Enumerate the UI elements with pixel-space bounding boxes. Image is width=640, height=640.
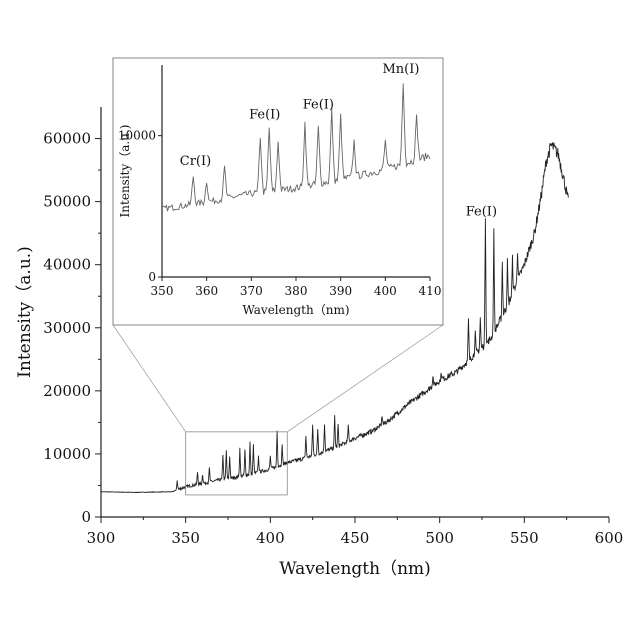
inset-x-axis-title: Wavelength（nm)	[242, 303, 349, 317]
inset-plot: Wavelength（nm) Intensity（a.u.) 350 360 370…	[112, 57, 444, 326]
spectrum-line	[100, 142, 569, 494]
zoom-guide-left	[112, 324, 186, 433]
inset-spectrum-line	[161, 83, 431, 212]
inset-peak-annotation: Mn(I)	[382, 62, 419, 77]
main-plot: Wavelength（nm) Intensity（a.u.) 300 350 400…	[15, 107, 623, 579]
y-tick-label: 20000	[43, 382, 91, 400]
inset-x-tick-label: 400	[374, 284, 397, 298]
inset-peak-annotation: Fe(I)	[249, 107, 280, 122]
y-tick-label: 50000	[43, 193, 91, 211]
inset-y-axis-title: Intensity（a.u.)	[118, 125, 132, 218]
x-tick-label: 550	[510, 529, 539, 547]
x-tick-label: 600	[595, 529, 624, 547]
inset-y-tick-label: 10000	[118, 129, 156, 143]
zoom-region-box	[185, 431, 288, 496]
inset-x-tick-label: 380	[285, 284, 308, 298]
inset-x-tick-label: 410	[419, 284, 442, 298]
x-tick-label: 350	[171, 529, 200, 547]
inset-x-tick-label: 390	[329, 284, 352, 298]
inset-peak-annotation: Fe(I)	[303, 97, 334, 112]
inset-peak-annotation: Cr(I)	[180, 154, 211, 169]
inset-x-tick-label: 370	[240, 284, 263, 298]
zoom-guide-right	[287, 324, 444, 433]
peak-annotation: Fe(I)	[466, 205, 497, 220]
y-tick-label: 40000	[43, 256, 91, 274]
x-tick-label: 500	[425, 529, 454, 547]
y-tick-label: 10000	[43, 445, 91, 463]
x-tick-label: 300	[87, 529, 116, 547]
x-tick-label: 450	[341, 529, 370, 547]
y-axis-title: Intensity（a.u.)	[15, 246, 35, 378]
y-tick-label: 30000	[43, 319, 91, 337]
inset-x-tick-label: 350	[151, 284, 174, 298]
y-tick-label: 60000	[43, 130, 91, 148]
inset-frame	[112, 57, 444, 326]
y-tick-label: 0	[81, 508, 91, 526]
x-tick-label: 400	[256, 529, 285, 547]
x-axis-title: Wavelength（nm)	[279, 559, 431, 579]
zoom-guides	[112, 324, 444, 496]
inset-x-tick-label: 360	[195, 284, 218, 298]
inset-y-tick-label: 0	[148, 270, 156, 284]
